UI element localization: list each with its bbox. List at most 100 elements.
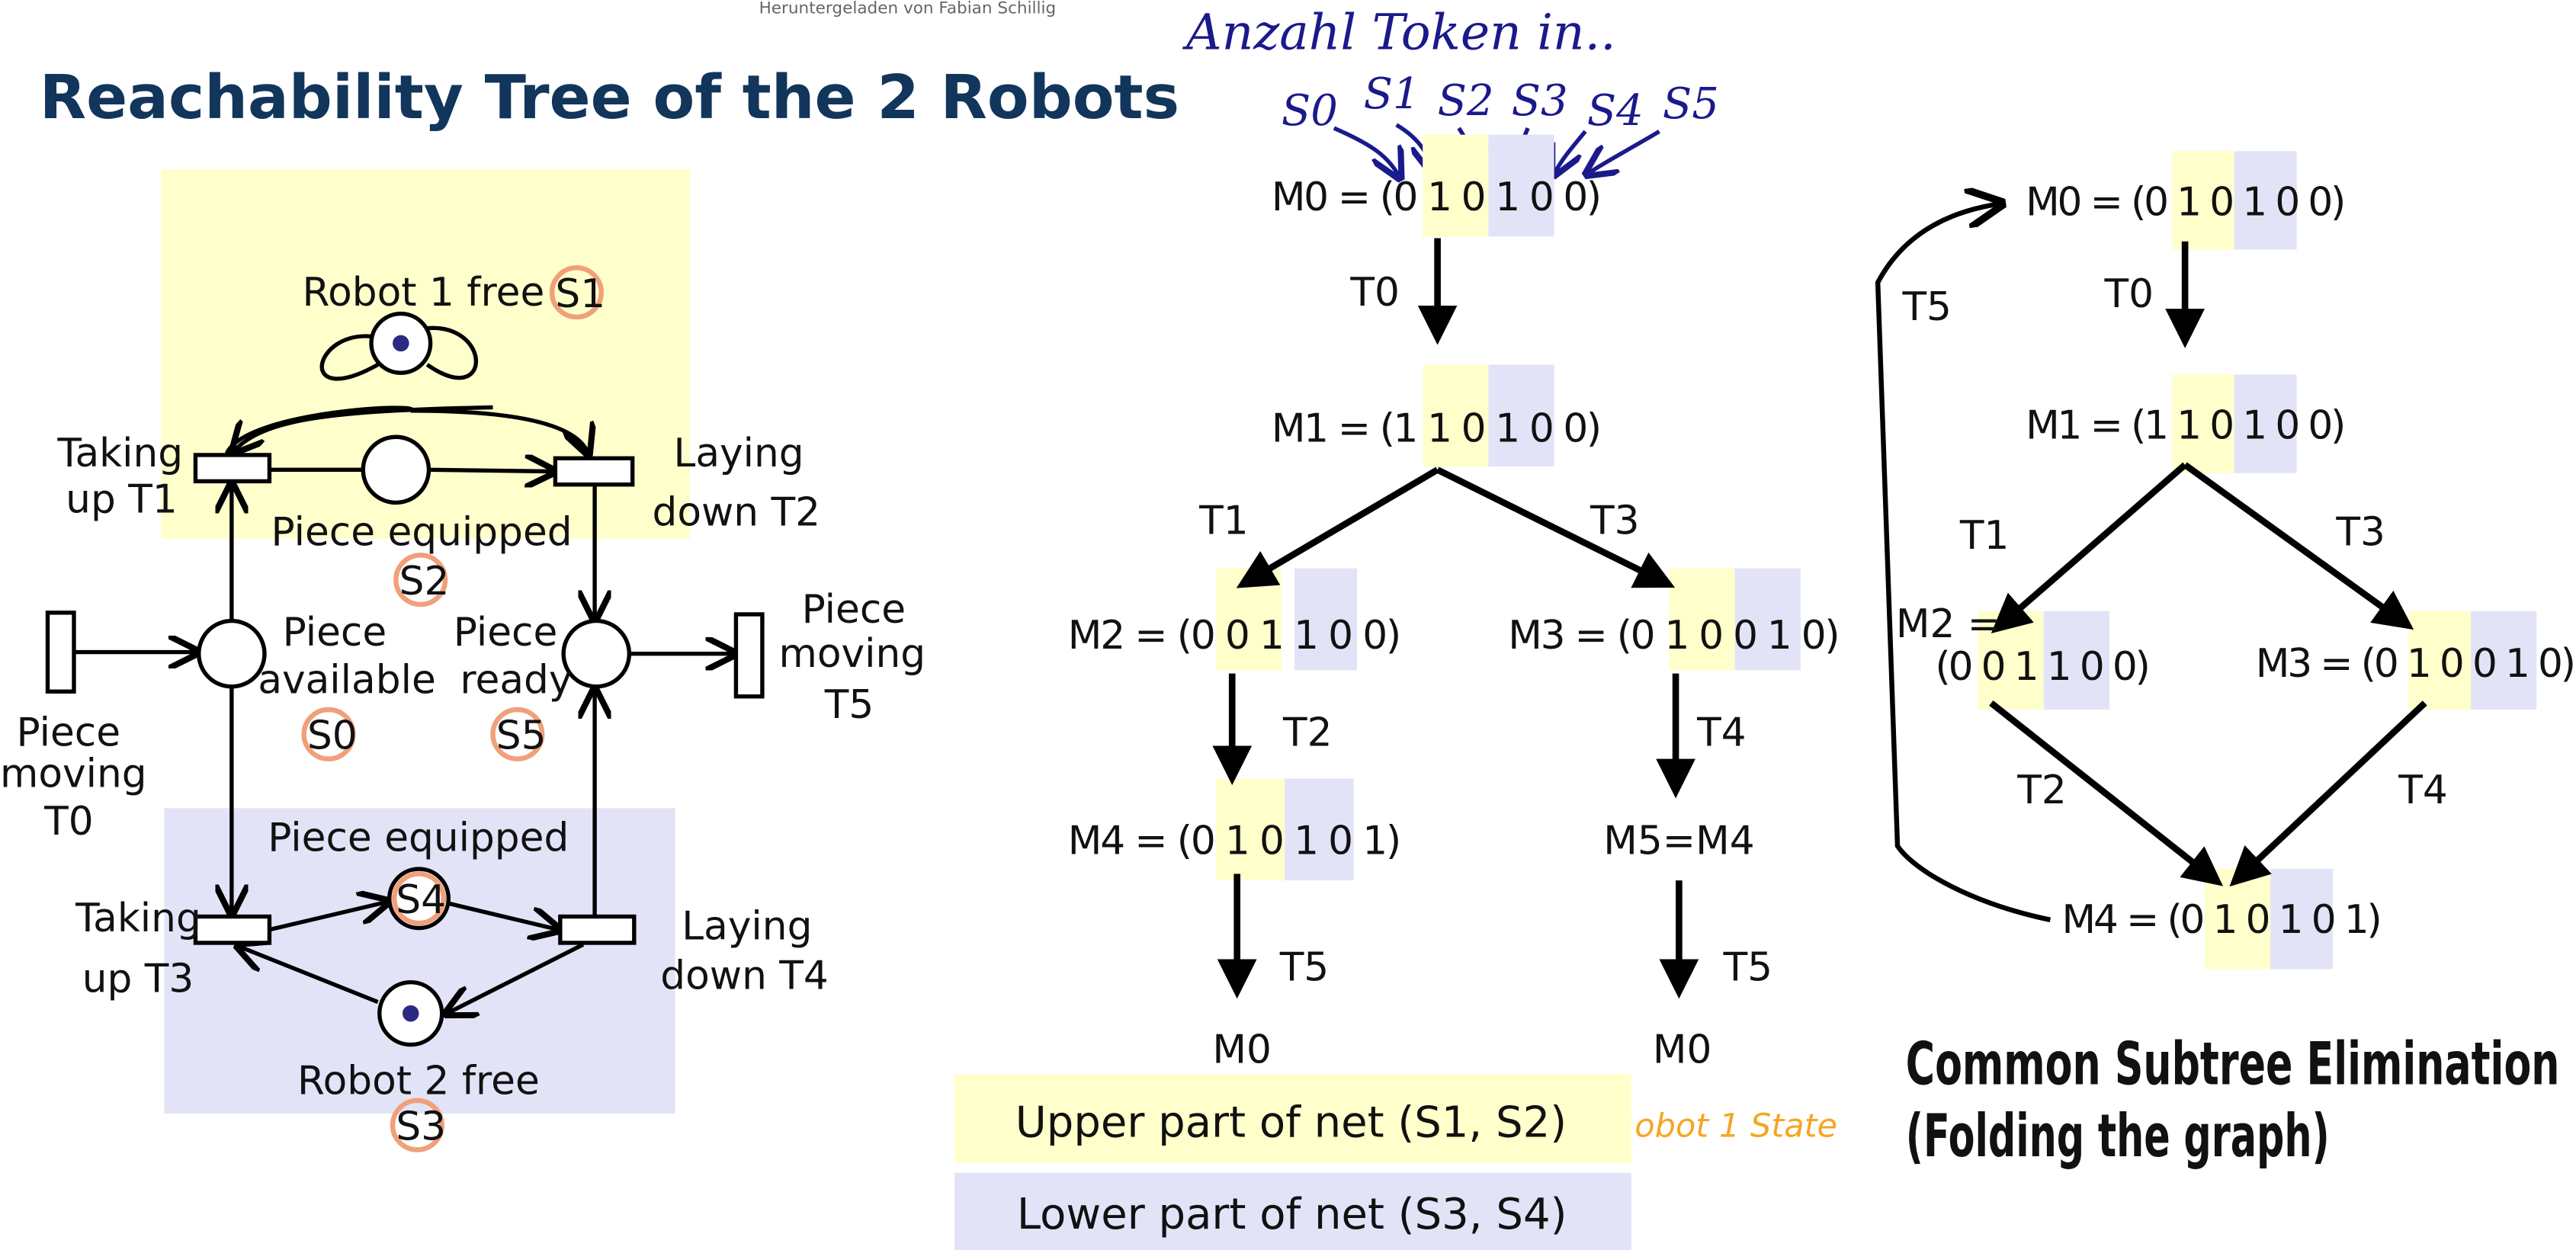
- highlight: [1669, 568, 1735, 671]
- edge-label: T4: [2398, 768, 2447, 813]
- label: Taking up T1: [56, 431, 183, 522]
- label: S0: [307, 713, 358, 759]
- edge-label: T5: [1901, 284, 1951, 330]
- place: [387, 867, 451, 931]
- highlight-ring: [490, 707, 545, 761]
- edge-label: T5: [1723, 945, 1772, 991]
- edge: [1236, 466, 1439, 588]
- highlight-ring: [301, 707, 356, 761]
- edge-label: T1: [1198, 498, 1248, 543]
- highlight-ring: [390, 1098, 444, 1152]
- place: [197, 618, 267, 689]
- label: Piece available: [258, 610, 435, 703]
- back-edge: [1875, 204, 2051, 922]
- marking: M3 = (0 1 0 0 1 0): [1508, 613, 1840, 659]
- edge: [2229, 700, 2427, 887]
- edge-label: T3: [2335, 509, 2385, 555]
- handwriting: S4: [1587, 86, 1644, 136]
- arc: [428, 470, 553, 471]
- edge-label: T4: [1696, 710, 1746, 755]
- label: S3: [396, 1104, 446, 1150]
- transition: [733, 612, 765, 699]
- legend-swatch: [954, 1172, 1631, 1250]
- highlight: [2171, 151, 2234, 250]
- marking: M2 = (0 0 1 1 0 0): [1068, 613, 1401, 659]
- marking: M1 = (1 1 0 1 0 0): [2026, 402, 2346, 448]
- legend: Upper part of net (S1, S2) Lower part of…: [954, 1074, 1631, 1250]
- highlight: [2270, 869, 2334, 970]
- highlight: [2471, 611, 2537, 710]
- edge-label: T5: [1279, 945, 1329, 991]
- edge-label: T0: [1349, 270, 1399, 316]
- handwriting: S3: [1512, 76, 1568, 126]
- self-loop: [319, 325, 479, 381]
- legend-label: Lower part of net (S3, S4): [1017, 1190, 1567, 1239]
- label: Piece equipped: [271, 509, 573, 555]
- highlight: [1215, 778, 1285, 881]
- marking: M0 = (0 1 0 1 0 0): [2026, 179, 2346, 225]
- label: Piece equipped: [268, 815, 569, 861]
- handwriting: S5: [1663, 79, 1719, 129]
- token: [402, 1005, 419, 1022]
- arc: [448, 901, 558, 929]
- label: Piece ready: [454, 610, 573, 703]
- arc: [233, 405, 493, 451]
- highlight: [2171, 374, 2234, 473]
- highlight: [2234, 151, 2297, 250]
- arc: [268, 902, 387, 932]
- reachability-tree: M0 = (0 1 0 1 0 0) T0 M1 = (1 1 0 1 0 0)…: [1068, 134, 1840, 1072]
- highlight: [1423, 364, 1489, 467]
- marking: M1 = (1 1 0 1 0 0): [1272, 406, 1602, 452]
- transition: [558, 914, 637, 945]
- label: Piece moving T0: [0, 710, 147, 844]
- transition: [45, 611, 76, 694]
- edge: [1436, 466, 1676, 588]
- marking: M3 = (0 1 0 0 1 0): [2256, 641, 2576, 687]
- edge-label: T1: [1959, 513, 2009, 559]
- highlight: [2043, 611, 2109, 710]
- label: Laying down T2: [653, 431, 820, 536]
- highlight-ring: [393, 553, 448, 607]
- label: S2: [399, 559, 450, 604]
- legend-label: Upper part of net (S1, S2): [1015, 1098, 1567, 1147]
- label: Taking up T3: [75, 896, 201, 1002]
- edge-label: T2: [1282, 710, 1332, 755]
- place: [561, 618, 632, 689]
- petri-net: Robot 1 free S1 Taking up T1 Laying down T…: [0, 168, 925, 1152]
- marking: M0: [1653, 1027, 1712, 1072]
- arc: [447, 942, 585, 1014]
- transition: [193, 914, 272, 945]
- caption: Common Subtree Elimination: [1906, 1030, 2560, 1098]
- legend-swatch: [954, 1074, 1631, 1163]
- label: Robot 1 free: [303, 270, 545, 316]
- title: Reachability Tree of the 2 Robots: [40, 62, 1179, 133]
- marking: M4 = (0 1 0 1 0 1): [2061, 897, 2382, 943]
- marking: M4 = (0 1 0 1 0 1): [1068, 819, 1401, 864]
- watermark: Heruntergeladen von Fabian Schillig: [759, 0, 1057, 18]
- arc: [238, 946, 379, 1005]
- highlight-ring: [549, 265, 604, 320]
- marking: M2 = (0 0 1 1 0 0): [1896, 601, 2151, 690]
- marking: M5=M4: [1603, 819, 1754, 864]
- highlight-ring: [391, 871, 447, 926]
- highlight: [1734, 568, 1801, 671]
- highlight: [1285, 778, 1354, 881]
- caption: (Folding the graph): [1906, 1102, 2330, 1171]
- edge: [1991, 462, 2187, 634]
- label: Robot 2 free: [297, 1058, 540, 1104]
- label: S4: [396, 877, 446, 923]
- label: Piece moving T5: [778, 587, 925, 728]
- label: S5: [496, 713, 547, 759]
- place: [361, 434, 431, 505]
- label: S1: [555, 271, 605, 317]
- marking: M0: [1212, 1027, 1272, 1072]
- handwriting: S0: [1282, 86, 1338, 136]
- handwriting: S1: [1364, 69, 1420, 119]
- edge: [1989, 700, 2223, 886]
- edge-label: T0: [2104, 271, 2154, 317]
- highlight: [1488, 364, 1554, 467]
- edge: [2183, 462, 2414, 630]
- highlight: [2408, 611, 2472, 710]
- folded-graph: M0 = (0 1 0 1 0 0) T0 M1 = (1 1 0 1 0 0)…: [1875, 151, 2576, 1171]
